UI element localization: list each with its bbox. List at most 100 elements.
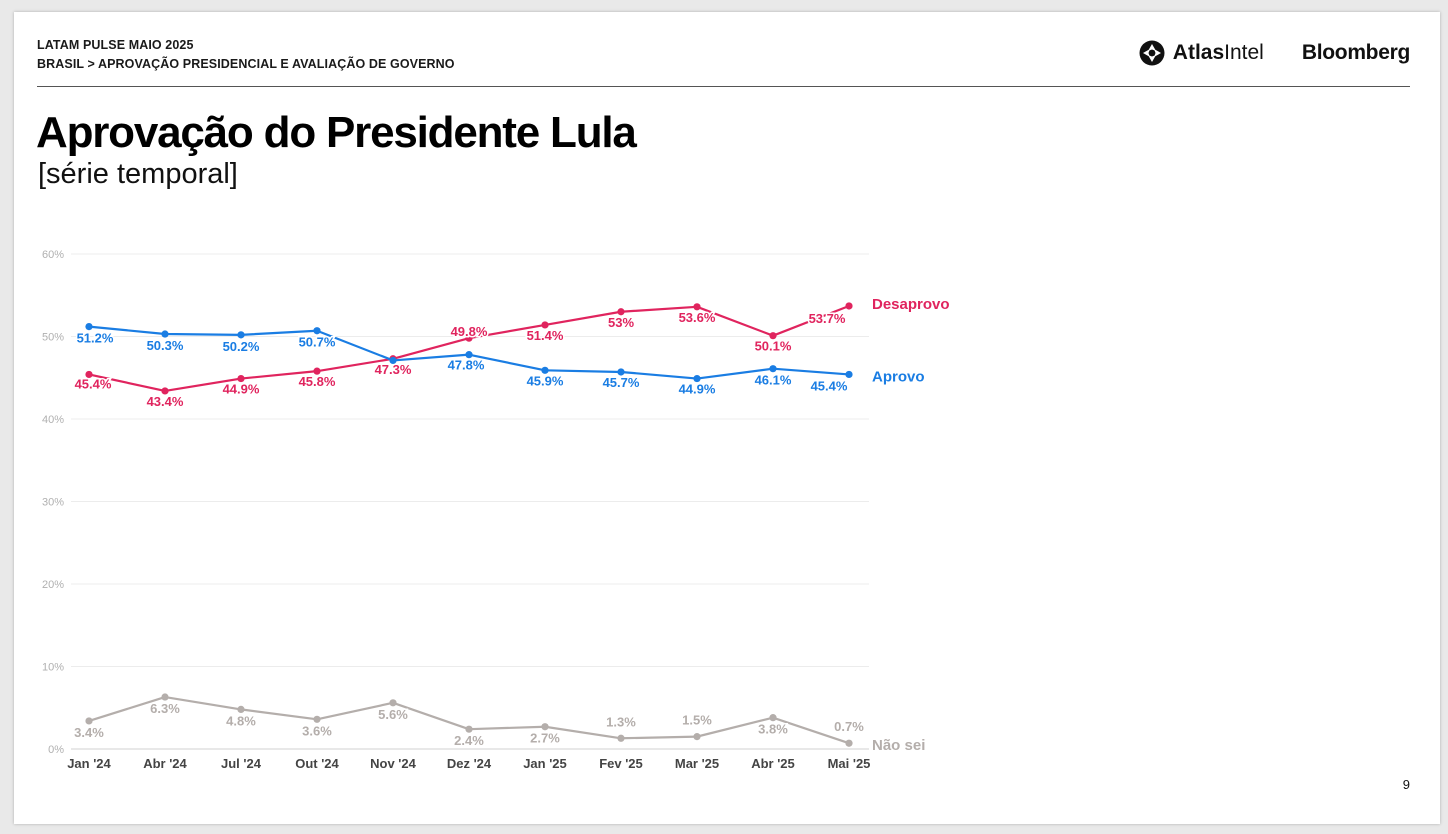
x-tick-label: Fev '25 (599, 756, 643, 771)
y-tick-label: 30% (42, 497, 64, 509)
x-tick-label: Mar '25 (675, 756, 719, 771)
header-divider (37, 86, 1410, 87)
desaprovo-data-label: 53% (608, 315, 634, 330)
x-tick-label: Mai '25 (828, 756, 871, 771)
aprovo-data-label: 46.1% (755, 373, 792, 388)
nao_sei-data-label: 1.3% (606, 714, 636, 729)
aprovo-data-label: 50.2% (223, 339, 260, 354)
aprovo-point (85, 323, 93, 331)
nao_sei-data-label: 1.5% (682, 713, 712, 728)
desaprovo-point (161, 387, 169, 395)
nao_sei-point (313, 715, 321, 723)
desaprovo-point (845, 302, 853, 310)
desaprovo-data-label: 45.8% (299, 374, 336, 389)
aprovo-point (845, 370, 853, 379)
desaprovo-point (693, 303, 701, 311)
atlasintel-logo-bold: Atlas (1172, 41, 1225, 64)
aprovo-data-label: 50.7% (299, 335, 336, 350)
aprovo-data-label: 50.3% (147, 338, 184, 353)
x-tick-label: Out '24 (295, 756, 339, 771)
nao_sei-point (617, 734, 625, 742)
nao_sei-point (85, 717, 93, 725)
header-report-name: LATAM PULSE MAIO 2025 (37, 38, 194, 52)
aprovo-point (693, 374, 701, 383)
desaprovo-data-label: 53.7% (809, 311, 846, 326)
nao_sei-series-label: Não sei (872, 737, 925, 754)
nao_sei-data-label: 4.8% (226, 713, 256, 728)
desaprovo-data-label: 44.9% (223, 382, 260, 397)
aprovo-data-label: 45.9% (527, 373, 564, 388)
page-subtitle: [série temporal] (38, 158, 238, 190)
x-tick-label: Abr '24 (143, 756, 187, 771)
aprovo-point (237, 331, 245, 339)
x-tick-label: Nov '24 (370, 756, 416, 771)
x-tick-label: Jan '25 (523, 756, 567, 771)
desaprovo-point (313, 367, 321, 375)
desaprovo-point (769, 332, 777, 340)
y-tick-label: 60% (42, 249, 64, 261)
nao_sei-point (769, 714, 777, 722)
aprovo-data-label: 45.4% (811, 378, 848, 393)
desaprovo-point (617, 308, 625, 316)
nao_sei-point (541, 723, 549, 731)
y-tick-label: 50% (42, 332, 64, 344)
nao_sei-data-label: 3.6% (302, 723, 332, 738)
slide: LATAM PULSE MAIO 2025 BRASIL > APROVAÇÃO… (14, 12, 1440, 824)
aprovo-point (541, 366, 549, 374)
nao_sei-data-label: 0.7% (834, 719, 864, 734)
header-breadcrumb: BRASIL > APROVAÇÃO PRESIDENCIAL E AVALIA… (37, 57, 455, 71)
page-number: 9 (1402, 777, 1410, 792)
line-chart: 0% 10% 20% 30% 40% 50% 60% Jan '24 Abr '24 Jul '2… (42, 249, 950, 771)
aprovo-data-label: 51.2% (77, 331, 114, 346)
aprovo-series-label: Aprovo (872, 368, 925, 385)
nao_sei-data-label: 5.6% (378, 707, 408, 722)
y-tick-label: 0% (48, 744, 64, 756)
aprovo-point (465, 351, 473, 359)
x-tick-label: Jan '24 (67, 756, 111, 771)
x-tick-label: Jul '24 (221, 756, 262, 771)
desaprovo-point (465, 334, 473, 342)
x-tick-label: Dez '24 (447, 756, 492, 771)
nao_sei-point (237, 705, 245, 714)
nao_sei-point (693, 733, 701, 741)
aprovo-point (769, 365, 777, 373)
page-title: Aprovação do Presidente Lula (36, 108, 637, 157)
y-tick-label: 40% (42, 414, 64, 426)
aprovo-point (161, 330, 169, 338)
nao_sei-data-label: 2.4% (454, 733, 484, 748)
nao_sei-data-label: 3.4% (74, 725, 104, 740)
logos: AtlasIntel Bloomberg (1139, 38, 1410, 68)
desaprovo-point (85, 370, 93, 379)
aprovo-data-label: 45.7% (603, 375, 640, 390)
desaprovo-point (541, 321, 549, 329)
atlasintel-logo-light: Intel (1224, 41, 1264, 64)
x-tick-label: Abr '25 (751, 756, 795, 771)
nao_sei-data-label: 3.8% (758, 722, 788, 737)
aprovo-point (389, 356, 397, 365)
atlasintel-logo: AtlasIntel (1139, 40, 1264, 66)
aprovo-point (617, 368, 625, 376)
y-tick-label: 20% (42, 579, 64, 591)
y-tick-label: 10% (42, 662, 64, 674)
desaprovo-data-label: 45.4% (75, 376, 112, 391)
desaprovo-data-label: 53.6% (679, 310, 716, 325)
bloomberg-logo: Bloomberg (1301, 41, 1410, 64)
desaprovo-data-label: 50.1% (755, 339, 792, 354)
aprovo-data-label: 44.9% (679, 382, 716, 397)
nao_sei-point (161, 693, 169, 701)
aprovo-point (313, 327, 321, 335)
nao_sei-point (465, 725, 473, 733)
nao_sei-data-label: 2.7% (530, 731, 560, 746)
desaprovo-line (88, 304, 850, 393)
desaprovo-data-label: 47.3% (375, 362, 412, 377)
desaprovo-data-label: 51.4% (527, 328, 564, 343)
nao_sei-point (389, 699, 397, 707)
atlasintel-mark-icon (1139, 40, 1165, 66)
desaprovo-data-label: 43.4% (147, 394, 184, 409)
nao_sei-data-label: 6.3% (150, 701, 180, 716)
desaprovo-series-label: Desaprovo (872, 296, 950, 313)
desaprovo-data-label: 49.8% (451, 324, 488, 339)
desaprovo-point (237, 374, 245, 383)
aprovo-data-label: 47.8% (448, 358, 485, 373)
nao_sei-point (845, 739, 853, 747)
